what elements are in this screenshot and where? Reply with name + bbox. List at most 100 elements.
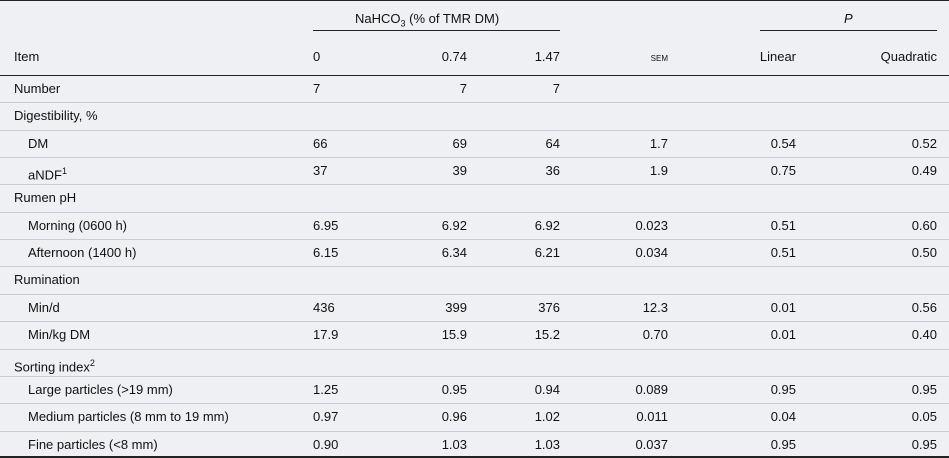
row-rule (0, 321, 949, 322)
group-header: NaHCO3 (% of TMR DM) (355, 11, 499, 32)
row-label: Min/kg DM (28, 327, 90, 343)
row-label: aNDF1 (28, 163, 67, 183)
row-label: Min/d (28, 300, 60, 316)
label-text: DM (28, 135, 49, 151)
row-rule (0, 102, 949, 103)
footnote-mark: 2 (89, 357, 95, 368)
row-label: Digestibility, % (14, 108, 98, 124)
row-rule (0, 266, 949, 267)
label-text: Large particles (>19 mm) (28, 381, 173, 397)
col-header: 0 (313, 49, 321, 64)
row-label: Rumen pH (14, 190, 76, 206)
cell: 0.60 (911, 217, 937, 233)
cell: 0.04 (770, 409, 796, 425)
group-sub: 3 (400, 18, 406, 29)
label-text: Fine particles (<8 mm) (28, 436, 158, 452)
label-text: Morning (0600 h) (28, 217, 127, 233)
label-text: aNDF (28, 167, 62, 183)
cell: 0.40 (911, 327, 937, 343)
cell: 0.51 (770, 245, 796, 261)
cell: 0.90 (313, 436, 339, 452)
row-label: Fine particles (<8 mm) (28, 437, 158, 453)
cell: 0.51 (770, 217, 796, 233)
cell: 376 (538, 299, 560, 315)
group-rule (313, 30, 560, 31)
col-header: SEM (650, 50, 668, 64)
cell: 7 (313, 81, 321, 96)
cell: 64 (545, 135, 560, 151)
cell: 0.50 (911, 245, 937, 261)
cell: 1.25 (313, 381, 339, 397)
label-text: Min/kg DM (28, 327, 91, 343)
col-header: Quadratic (880, 49, 937, 64)
cell: 0.01 (770, 299, 796, 315)
p-rule (760, 30, 937, 31)
col-header: 0.74 (441, 49, 467, 64)
row-label: Large particles (>19 mm) (28, 382, 173, 398)
footnote-mark: 1 (61, 166, 67, 177)
row-rule (0, 431, 949, 432)
top-rule (0, 0, 949, 1)
row-rule (0, 130, 949, 131)
label-text: Min/d (28, 299, 60, 315)
cell: 0.70 (642, 327, 668, 343)
cell: 0.95 (911, 436, 937, 452)
cell: 6.21 (534, 245, 560, 261)
cell: 0.52 (911, 135, 937, 151)
cell: 7 (459, 81, 467, 96)
label-text: Afternoon (1400 h) (28, 245, 137, 261)
cell: 0.54 (770, 135, 796, 151)
row-label: Morning (0600 h) (28, 218, 127, 234)
cell: 6.92 (534, 217, 560, 233)
cell: 39 (452, 163, 467, 179)
row-rule (0, 239, 949, 240)
cell: 7 (552, 81, 560, 96)
cell: 0.95 (770, 436, 796, 452)
row-rule (0, 294, 949, 295)
row-label: Medium particles (8 mm to 19 mm) (28, 409, 229, 425)
cell: 6.92 (441, 217, 467, 233)
cell: 0.037 (635, 436, 668, 452)
row-rule (0, 403, 949, 404)
cell: 399 (445, 299, 467, 315)
cell: 0.011 (636, 409, 668, 425)
cell: 6.34 (441, 245, 467, 261)
cell: 0.49 (911, 163, 937, 179)
row-rule (0, 349, 949, 350)
cell: 436 (313, 299, 335, 315)
row-rule (0, 376, 949, 377)
header-rule (0, 75, 949, 76)
cell: 1.03 (534, 436, 560, 452)
group-text: NaHCO (355, 11, 401, 26)
label-text: Medium particles (8 mm to 19 mm) (28, 409, 229, 425)
cell: 0.95 (911, 381, 937, 397)
cell: 0.94 (534, 381, 560, 397)
bottom-rule (0, 456, 949, 458)
p-header: P (844, 11, 853, 26)
cell: 0.01 (770, 327, 796, 343)
cell: 69 (452, 135, 467, 151)
cell: 1.7 (649, 135, 668, 151)
row-label: Number (14, 81, 60, 97)
cell: 0.05 (911, 409, 937, 425)
label-text: Rumen pH (14, 190, 77, 206)
cell: 15.2 (534, 327, 560, 343)
col-header: Item (14, 49, 40, 64)
label-text: Sorting index (14, 358, 90, 374)
row-rule (0, 212, 949, 213)
cell: 0.56 (911, 299, 937, 315)
cell: 0.089 (635, 381, 668, 397)
cell: 1.03 (441, 436, 467, 452)
cell: 0.034 (635, 245, 668, 261)
row-label: Rumination (14, 272, 80, 288)
cell: 12.3 (642, 299, 668, 315)
cell: 6.15 (313, 245, 339, 261)
cell: 6.95 (313, 217, 339, 233)
label-text: Rumination (14, 272, 80, 288)
cell: 0.96 (441, 409, 467, 425)
cell: 0.023 (635, 217, 668, 233)
row-rule (0, 184, 949, 185)
cell: 36 (545, 163, 560, 179)
col-header: Linear (759, 49, 796, 64)
